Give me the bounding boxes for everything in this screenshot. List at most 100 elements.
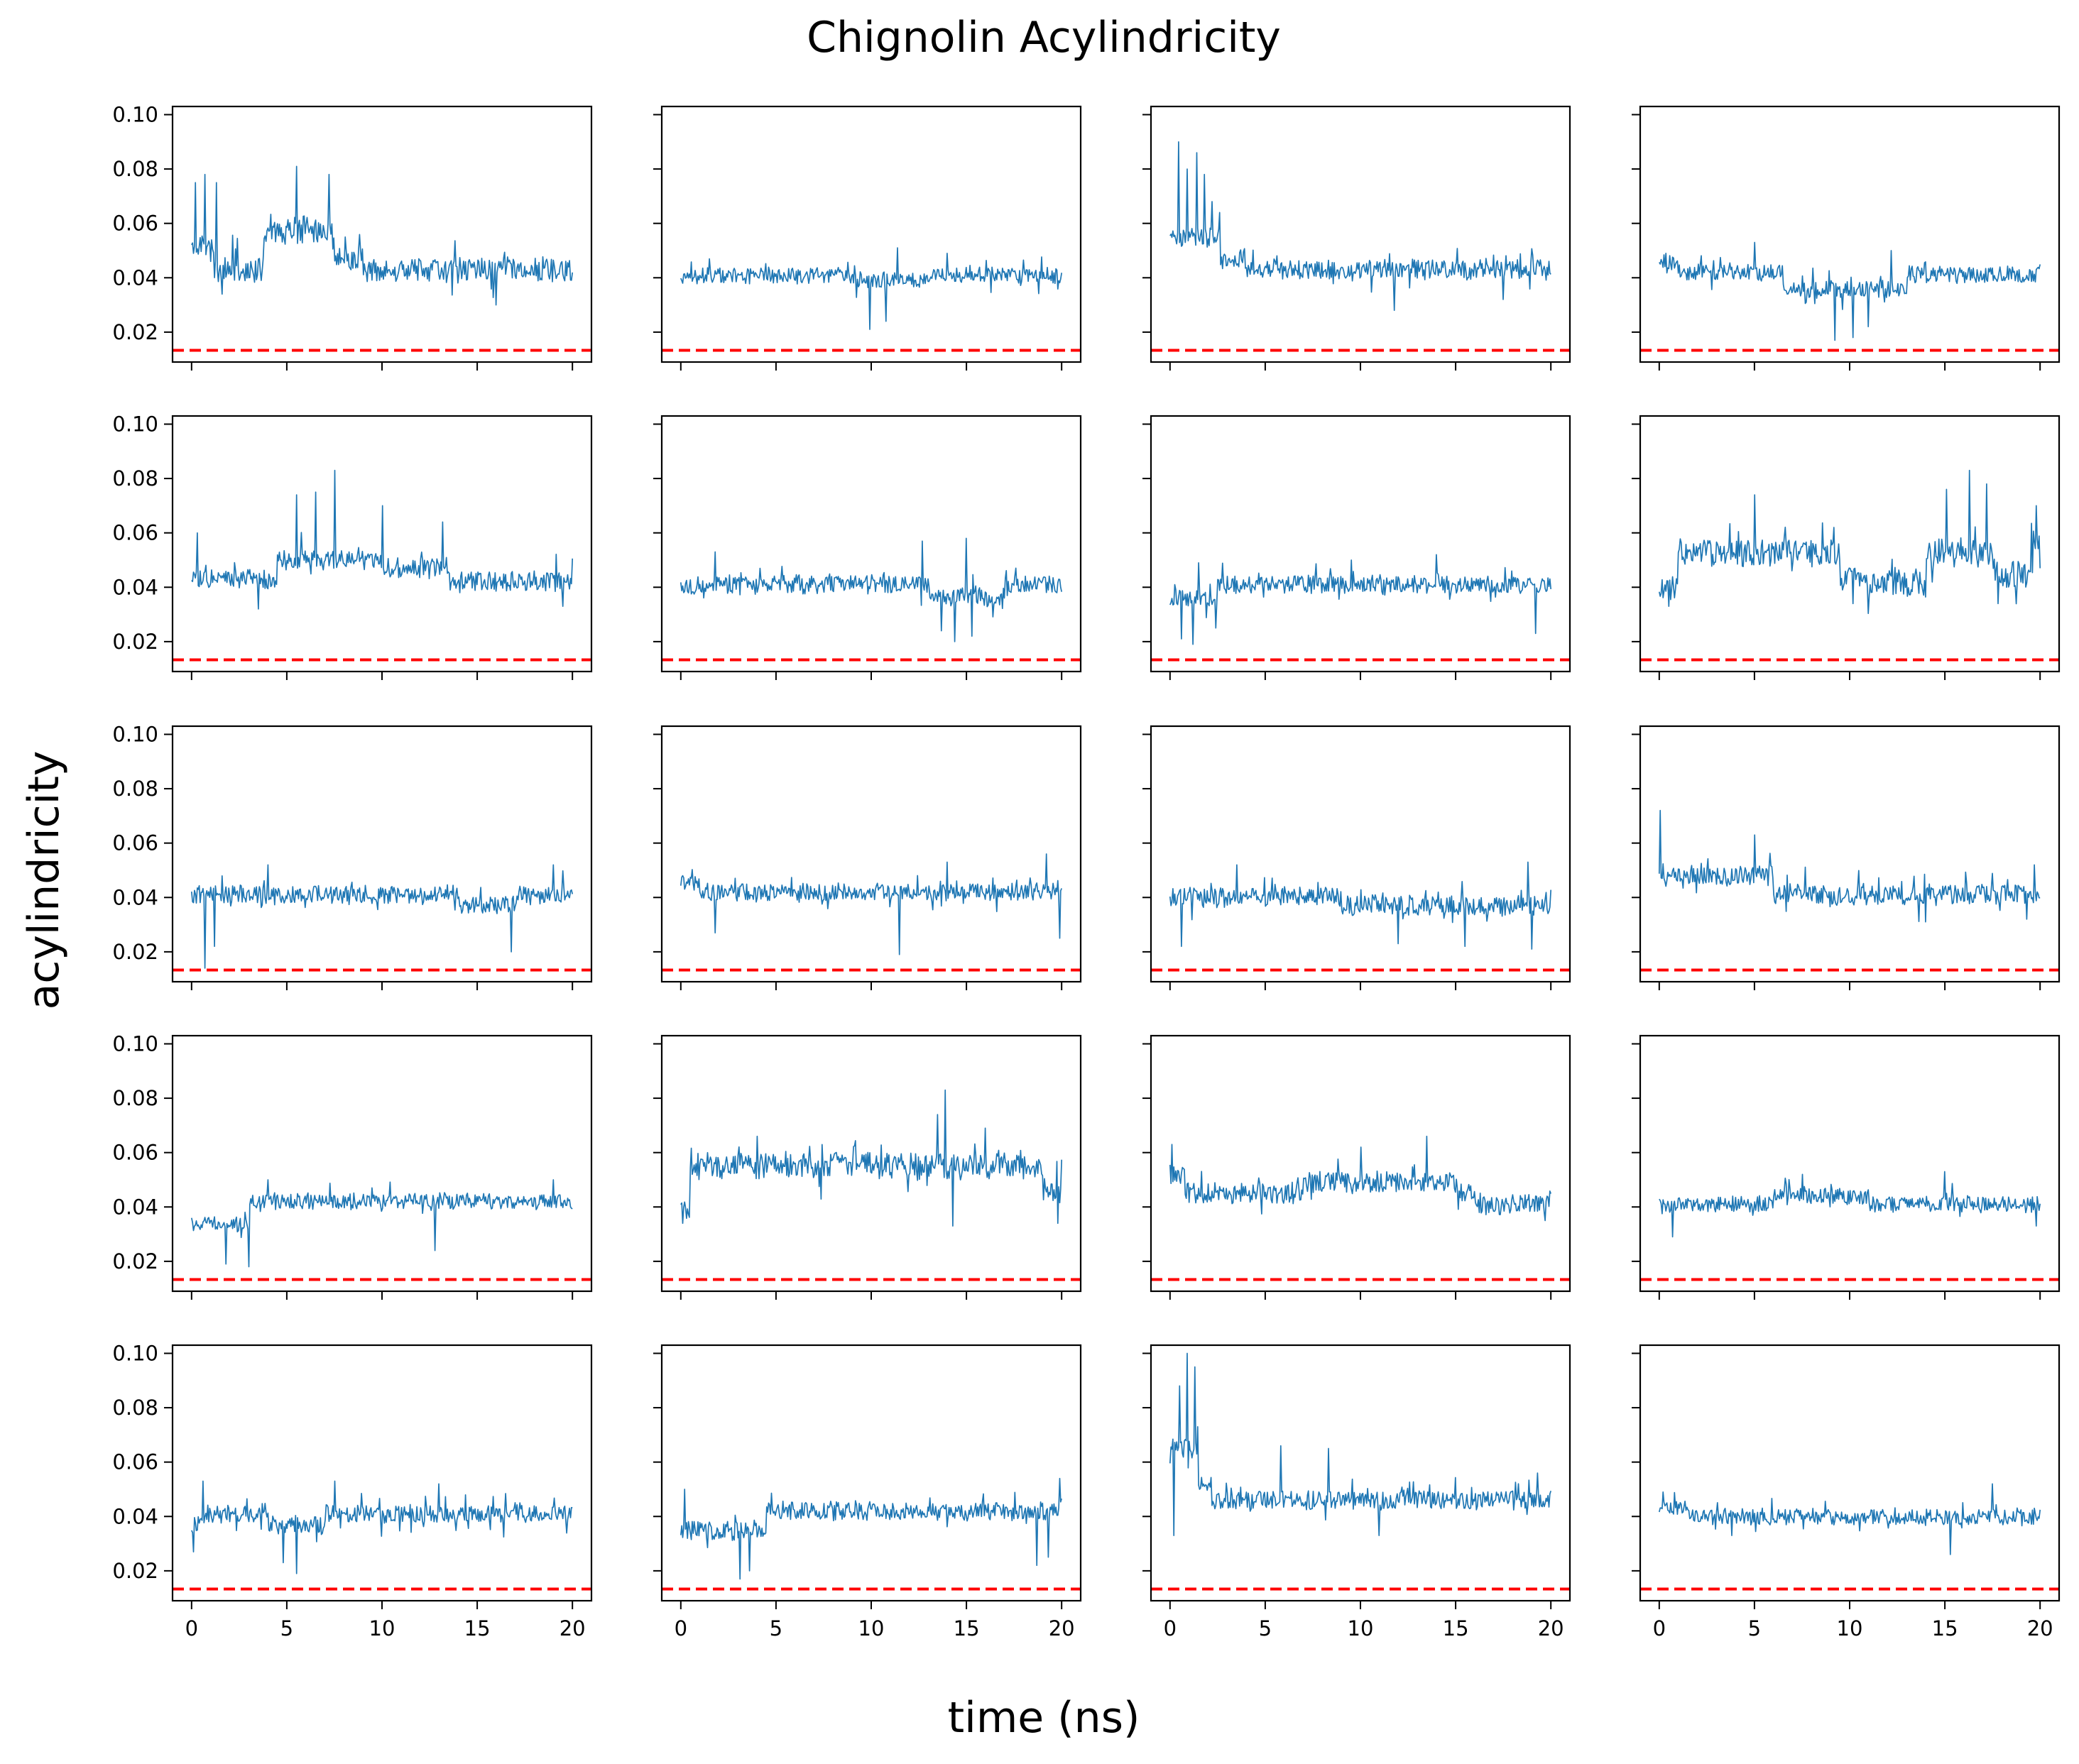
subplot-frame [171,725,593,983]
subplot-frame [660,415,1082,673]
y-tick-label: 0.08 [112,1086,158,1110]
acylindricity-series-line [680,537,1063,642]
acylindricity-series-line [191,165,574,306]
x-tick-label: 15 [1932,1616,1958,1640]
y-tick-label: 0.04 [112,265,158,290]
y-tick-label: 0.08 [112,1396,158,1420]
y-tick-label: 0.08 [112,777,158,801]
subplot-frame [171,1344,593,1602]
subplot-frame [1150,1344,1571,1602]
x-tick-label: 5 [280,1616,293,1640]
y-tick-label: 0.08 [112,157,158,181]
x-tick-label: 10 [1837,1616,1863,1640]
subplot-r2-c2 [653,415,1082,680]
acylindricity-series-line [1658,809,2041,923]
subplot-r2-c4 [1632,415,2061,680]
x-tick-label: 15 [954,1616,980,1640]
x-tick-label: 10 [369,1616,395,1640]
y-tick-label: 0.04 [112,1195,158,1219]
acylindricity-series-line [190,864,574,969]
y-tick-label: 0.02 [112,1559,158,1583]
acylindricity-series-line [680,853,1062,955]
y-tick-label: 0.10 [112,102,158,126]
figure-title: Chignolin Acylindricity [807,13,1281,62]
subplot-r5-c4: 0 5 10 15 20 [1632,1344,2061,1640]
subplot-r1-c1: 0.02 0.04 0.06 0.08 0.10 [112,102,593,371]
subplot-frame [1150,105,1571,363]
subplot-r1-c3 [1142,105,1571,371]
subplot-frame [1150,725,1571,983]
y-tick-label: 0.10 [112,412,158,436]
x-tick-label: 5 [1259,1616,1272,1640]
y-tick-label: 0.02 [112,940,158,964]
x-tick-label: 5 [1748,1616,1761,1640]
subplot-grid: 0.02 0.04 0.06 0.08 0.10 0.02 0.04 0.06 0.08 0.10… [112,102,2061,1640]
subplot-r4-c2 [653,1034,1082,1300]
y-tick-label: 0.06 [112,521,158,545]
subplot-frame [1639,105,2061,363]
y-tick-label: 0.10 [112,722,158,746]
subplot-r2-c3 [1142,415,1571,680]
x-tick-label: 20 [2027,1616,2053,1640]
subplot-frame [1639,1344,2061,1602]
subplot-r5-c1: 0 5 10 15 20 0.02 0.04 0.06 0.08 0.10 [112,1341,593,1640]
subplot-frame [660,1034,1082,1293]
subplot-r4-c3 [1142,1034,1571,1300]
subplot-r3-c3 [1142,725,1571,990]
subplot-r5-c2: 0 5 10 15 20 [653,1344,1082,1640]
acylindricity-series-line [1169,554,1552,645]
subplot-frame [171,105,593,363]
x-tick-label: 0 [675,1616,687,1640]
y-tick-label: 0.10 [112,1031,158,1056]
x-tick-label: 15 [464,1616,491,1640]
x-tick-label: 10 [1348,1616,1374,1640]
subplot-r3-c4 [1632,725,2061,990]
y-tick-label: 0.06 [112,212,158,236]
subplot-r2-c1: 0.02 0.04 0.06 0.08 0.10 [112,412,593,680]
subplot-frame [1150,415,1571,673]
subplot-r5-c3: 0 5 10 15 20 [1142,1344,1571,1640]
y-tick-label: 0.02 [112,630,158,654]
acylindricity-series-line [191,469,574,610]
x-tick-label: 0 [1653,1616,1666,1640]
acylindricity-series-line [1169,1135,1551,1222]
x-tick-label: 20 [1049,1616,1075,1640]
subplot-r4-c1: 0.02 0.04 0.06 0.08 0.10 [112,1031,593,1300]
subplot-frame [660,725,1082,983]
subplot-frame [660,105,1082,363]
figure-y-axis-label: acylindricity [19,751,69,1010]
acylindricity-series-line [680,1089,1063,1227]
y-tick-label: 0.02 [112,320,158,344]
x-tick-label: 20 [1538,1616,1564,1640]
acylindricity-series-line [1659,1171,2041,1238]
acylindricity-series-line [1169,861,1552,950]
x-tick-label: 0 [1164,1616,1177,1640]
acylindricity-series-line [680,247,1063,330]
acylindricity-series-line [1658,1483,2041,1555]
subplot-r3-c1: 0.02 0.04 0.06 0.08 0.10 [112,722,593,990]
subplot-r3-c2 [653,725,1082,990]
subplot-r1-c4 [1632,105,2061,371]
acylindricity-series-line [680,1477,1063,1580]
x-tick-label: 20 [560,1616,586,1640]
y-tick-label: 0.08 [112,466,158,491]
y-tick-label: 0.06 [112,1141,158,1165]
acylindricity-series-line [1169,1352,1552,1536]
acylindricity-series-line [1658,469,2041,615]
x-tick-label: 10 [858,1616,885,1640]
subplot-r4-c4 [1632,1034,2061,1300]
subplot-frame [171,1034,593,1293]
acylindricity-series-line [1169,141,1551,312]
x-tick-label: 5 [770,1616,782,1640]
subplot-frame [1639,725,2061,983]
y-tick-label: 0.02 [112,1249,158,1273]
acylindricity-series-line [1659,241,2041,341]
figure-x-axis-label: time (ns) [948,1693,1140,1743]
y-tick-label: 0.06 [112,1450,158,1474]
y-tick-label: 0.04 [112,1504,158,1528]
x-tick-label: 0 [185,1616,198,1640]
acylindricity-series-line [190,1179,573,1268]
y-tick-label: 0.04 [112,885,158,909]
y-tick-label: 0.04 [112,575,158,599]
